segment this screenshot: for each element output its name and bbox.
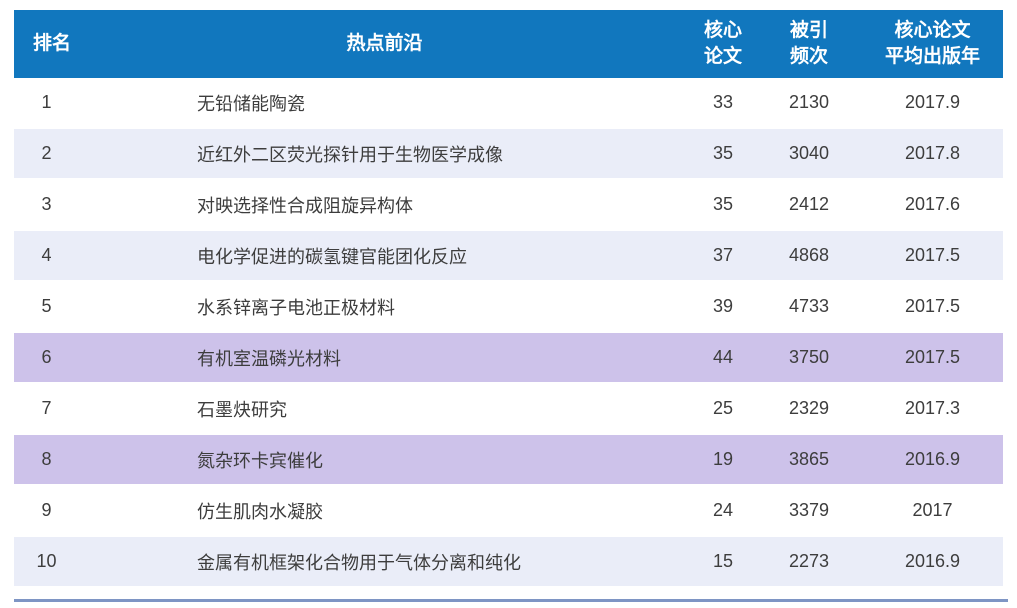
- citations-cell: 3379: [756, 485, 862, 537]
- header-rank-label: 排名: [33, 33, 72, 55]
- table-row-highlighted: 6 有机室温磷光材料 44 3750 2017.5: [14, 332, 1003, 384]
- citations-cell: 2329: [756, 383, 862, 435]
- topic-cell: 对映选择性合成阻旋异构体: [79, 179, 690, 231]
- rank-cell: 8: [14, 434, 79, 486]
- table-row-highlighted: 8 氮杂环卡宾催化 19 3865 2016.9: [14, 434, 1003, 486]
- citations-cell: 3750: [756, 332, 862, 384]
- avg-year-cell: 2016.9: [862, 536, 1003, 588]
- core-papers-cell: 35: [690, 179, 756, 231]
- avg-year-cell: 2017.5: [862, 281, 1003, 333]
- hot-frontiers-table: 排名 热点前沿 核心 论文 被引 频次 核心论文 平均出版年 1 无铅储能陶: [14, 10, 1003, 588]
- core-papers-cell: 39: [690, 281, 756, 333]
- table-row: 9 仿生肌肉水凝胶 24 3379 2017: [14, 485, 1003, 537]
- header-core-line2: 论文: [703, 46, 742, 67]
- table-row: 7 石墨炔研究 25 2329 2017.3: [14, 383, 1003, 435]
- topic-cell: 近红外二区荧光探针用于生物医学成像: [79, 128, 690, 180]
- rank-cell: 10: [14, 536, 79, 588]
- header-core-papers: 核心 论文: [690, 10, 756, 78]
- core-papers-cell: 33: [690, 78, 756, 129]
- header-year-line2: 平均出版年: [884, 46, 980, 67]
- citations-cell: 2273: [756, 536, 862, 588]
- topic-cell: 电化学促进的碳氢键官能团化反应: [79, 230, 690, 282]
- avg-year-cell: 2017.3: [862, 383, 1003, 435]
- avg-year-cell: 2016.9: [862, 434, 1003, 486]
- table-row: 2 近红外二区荧光探针用于生物医学成像 35 3040 2017.8: [14, 128, 1003, 180]
- citations-cell: 3865: [756, 434, 862, 486]
- header-topic: 热点前沿: [79, 10, 690, 78]
- bottom-divider: [14, 599, 1008, 602]
- core-papers-cell: 24: [690, 485, 756, 537]
- core-papers-cell: 25: [690, 383, 756, 435]
- table-row: 5 水系锌离子电池正极材料 39 4733 2017.5: [14, 281, 1003, 333]
- avg-year-cell: 2017.6: [862, 179, 1003, 231]
- core-papers-cell: 35: [690, 128, 756, 180]
- table-row: 4 电化学促进的碳氢键官能团化反应 37 4868 2017.5: [14, 230, 1003, 282]
- topic-cell: 有机室温磷光材料: [79, 332, 690, 384]
- table-body: 1 无铅储能陶瓷 33 2130 2017.9 2 近红外二区荧光探针用于生物医…: [14, 78, 1003, 588]
- core-papers-cell: 37: [690, 230, 756, 282]
- rank-cell: 2: [14, 128, 79, 180]
- citations-cell: 4733: [756, 281, 862, 333]
- core-papers-cell: 15: [690, 536, 756, 588]
- rank-cell: 4: [14, 230, 79, 282]
- core-papers-cell: 19: [690, 434, 756, 486]
- avg-year-cell: 2017.5: [862, 230, 1003, 282]
- header-year-line1: 核心论文: [894, 20, 971, 42]
- rank-cell: 7: [14, 383, 79, 435]
- header-topic-label: 热点前沿: [346, 33, 423, 55]
- avg-year-cell: 2017.8: [862, 128, 1003, 180]
- table-row: 3 对映选择性合成阻旋异构体 35 2412 2017.6: [14, 179, 1003, 231]
- header-citations: 被引 频次: [756, 10, 862, 78]
- header-cited-line2: 频次: [789, 46, 828, 67]
- avg-year-cell: 2017: [862, 485, 1003, 537]
- citations-cell: 2130: [756, 78, 862, 129]
- header-core-line1: 核心: [703, 20, 742, 42]
- rank-cell: 3: [14, 179, 79, 231]
- header-avg-year: 核心论文 平均出版年: [862, 10, 1003, 78]
- avg-year-cell: 2017.9: [862, 78, 1003, 129]
- citations-cell: 4868: [756, 230, 862, 282]
- rank-cell: 6: [14, 332, 79, 384]
- citations-cell: 2412: [756, 179, 862, 231]
- topic-cell: 水系锌离子电池正极材料: [79, 281, 690, 333]
- table-row: 10 金属有机框架化合物用于气体分离和纯化 15 2273 2016.9: [14, 536, 1003, 588]
- table-row: 1 无铅储能陶瓷 33 2130 2017.9: [14, 78, 1003, 129]
- topic-cell: 无铅储能陶瓷: [79, 78, 690, 129]
- header-cited-line1: 被引: [789, 20, 828, 42]
- topic-cell: 氮杂环卡宾催化: [79, 434, 690, 486]
- topic-cell: 石墨炔研究: [79, 383, 690, 435]
- topic-cell: 金属有机框架化合物用于气体分离和纯化: [79, 536, 690, 588]
- header-rank: 排名: [14, 10, 79, 78]
- table-header: 排名 热点前沿 核心 论文 被引 频次 核心论文 平均出版年: [14, 10, 1003, 78]
- citations-cell: 3040: [756, 128, 862, 180]
- rank-cell: 9: [14, 485, 79, 537]
- avg-year-cell: 2017.5: [862, 332, 1003, 384]
- header-row: 排名 热点前沿 核心 论文 被引 频次 核心论文 平均出版年: [14, 10, 1003, 78]
- topic-cell: 仿生肌肉水凝胶: [79, 485, 690, 537]
- rank-cell: 5: [14, 281, 79, 333]
- rank-cell: 1: [14, 78, 79, 129]
- core-papers-cell: 44: [690, 332, 756, 384]
